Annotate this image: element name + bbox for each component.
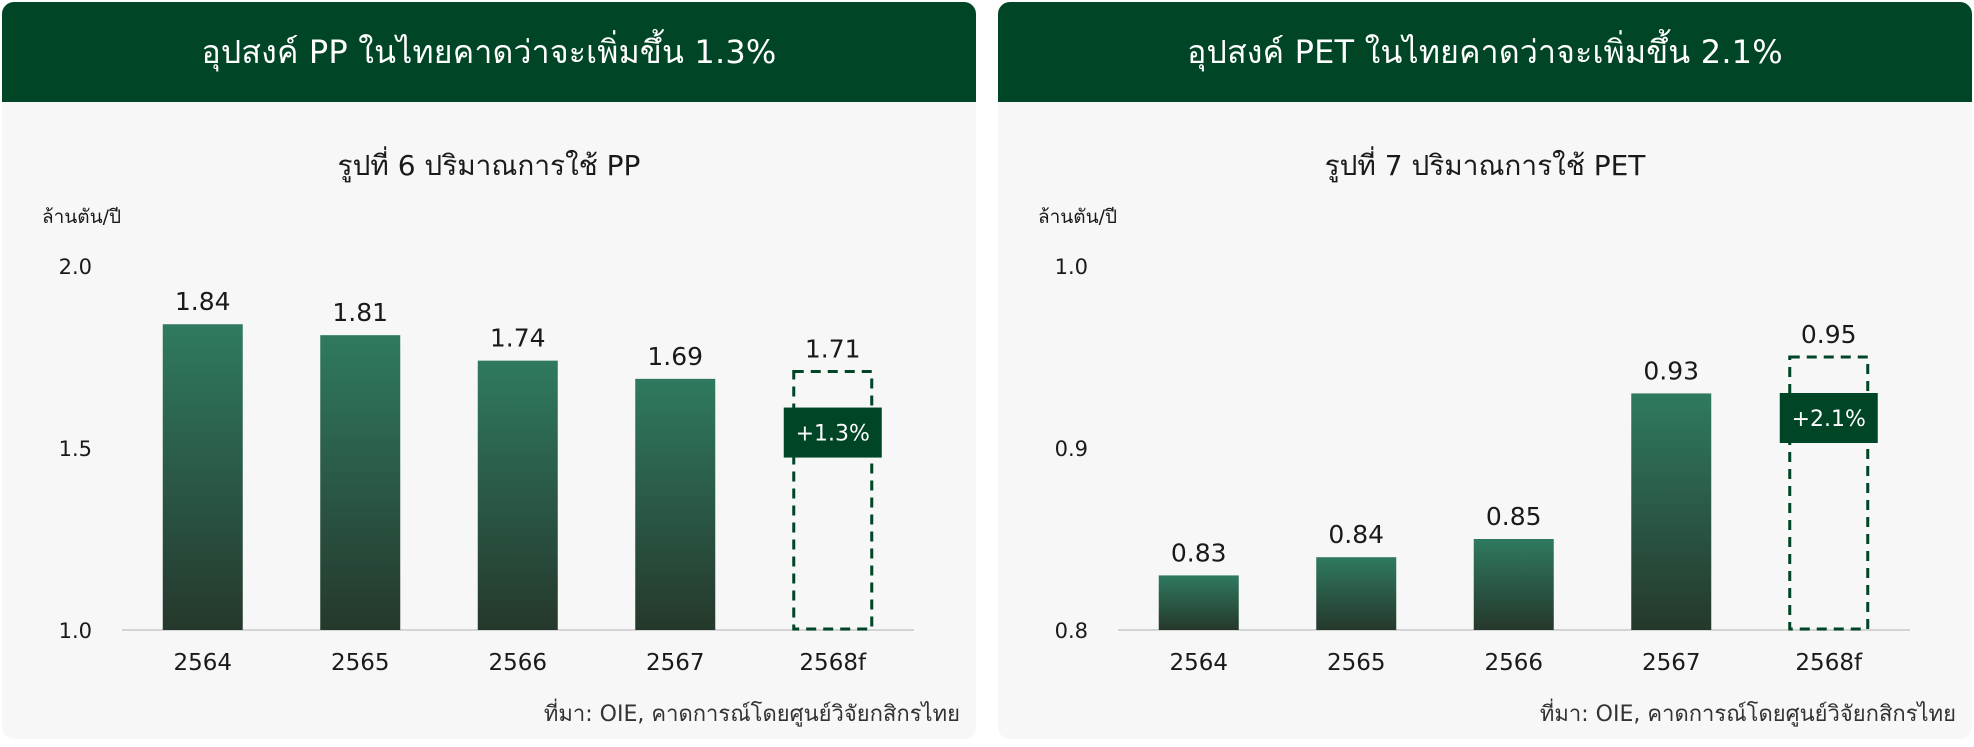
- pp-panel-header: อุปสงค์ PP ในไทยคาดว่าจะเพิ่มขึ้น 1.3%: [2, 2, 976, 102]
- pp-category-label-2564: 2564: [173, 650, 232, 676]
- pp-ytick-1.0: 1.0: [59, 619, 92, 643]
- pet-unit-label: ล้านตัน/ปี: [1038, 206, 1118, 228]
- pet-bar-2566: [1473, 539, 1554, 630]
- pp-bar-forecast-2568f: [792, 370, 874, 631]
- pet-value-label-2564: 0.83: [1171, 538, 1227, 567]
- pet-value-label-2568f: 0.95: [1801, 320, 1857, 349]
- pp-growth-badge-bg: [783, 407, 882, 458]
- pp-value-label-2564: 1.84: [175, 287, 231, 316]
- pp-bar-2565: [320, 335, 401, 630]
- pp-value-label-2567: 1.69: [647, 342, 703, 371]
- pet-ytick-0.9: 0.9: [1055, 437, 1088, 461]
- pet-category-label-2566: 2566: [1484, 650, 1543, 676]
- pet-value-label-2565: 0.84: [1328, 520, 1384, 549]
- pp-growth-badge: +1.3%: [783, 407, 882, 458]
- pet-bar-chart: 0.8 0.9 1.0 0.83 2564 0.84 2565 0.85 2566 0.93 256…: [1055, 255, 1910, 676]
- pet-bar-2564: [1158, 575, 1239, 630]
- pp-bar-2566: [477, 360, 558, 630]
- pp-demand-panel: อุปสงค์ PP ในไทยคาดว่าจะเพิ่มขึ้น 1.3% ร…: [2, 2, 976, 739]
- pet-category-label-2565: 2565: [1327, 650, 1386, 676]
- pet-category-label-2564: 2564: [1169, 650, 1228, 676]
- pet-value-label-2566: 0.85: [1486, 502, 1542, 531]
- pp-category-label-2565: 2565: [331, 650, 390, 676]
- pet-panel-header: อุปสงค์ PET ในไทยคาดว่าจะเพิ่มขึ้น 2.1%: [998, 2, 1972, 102]
- pp-category-label-2566: 2566: [488, 650, 547, 676]
- pp-value-label-2566: 1.74: [490, 324, 546, 353]
- pet-bar-forecast-2568f: [1788, 355, 1870, 631]
- pp-category-label-2567: 2567: [646, 650, 705, 676]
- pet-growth-badge: +2.1%: [1779, 393, 1878, 443]
- pp-chart-title: รูปที่ 6 ปริมาณการใช้ PP: [337, 149, 641, 182]
- pet-demand-panel: อุปสงค์ PET ในไทยคาดว่าจะเพิ่มขึ้น 2.1% …: [998, 2, 1972, 739]
- pp-unit-label: ล้านตัน/ปี: [42, 206, 122, 228]
- pet-ytick-0.8: 0.8: [1055, 619, 1088, 643]
- pet-growth-badge-label: +2.1%: [1792, 407, 1866, 432]
- pp-bar-chart: 1.0 1.5 2.0 1.84 2564 1.81 2565 1.74 2566 1.69 256…: [59, 255, 914, 676]
- pet-category-label-2567: 2567: [1642, 650, 1701, 676]
- pet-source-note: ที่มา: OIE, คาดการณ์โดยศูนย์วิจัยกสิกรไท…: [1539, 702, 1956, 727]
- pet-growth-badge-bg: [1779, 393, 1878, 443]
- pp-ytick-1.5: 1.5: [59, 437, 92, 461]
- pp-value-label-2565: 1.81: [332, 298, 388, 327]
- pet-category-label-2568f: 2568f: [1795, 650, 1863, 676]
- pp-growth-badge-label: +1.3%: [796, 422, 870, 447]
- pp-bar-2564: [162, 324, 243, 630]
- pet-value-label-2567: 0.93: [1643, 356, 1699, 385]
- pet-bar-2567: [1631, 393, 1712, 630]
- pet-chart-title: รูปที่ 7 ปริมาณการใช้ PET: [1324, 149, 1646, 182]
- pp-category-label-2568f: 2568f: [799, 650, 867, 676]
- pet-ytick-1.0: 1.0: [1055, 255, 1088, 279]
- pp-bar-2567: [635, 378, 716, 630]
- pp-value-label-2568f: 1.71: [805, 335, 861, 364]
- pp-source-note: ที่มา: OIE, คาดการณ์โดยศูนย์วิจัยกสิกรไท…: [543, 702, 960, 727]
- pp-ytick-2.0: 2.0: [59, 255, 92, 279]
- pet-bar-2565: [1316, 557, 1397, 630]
